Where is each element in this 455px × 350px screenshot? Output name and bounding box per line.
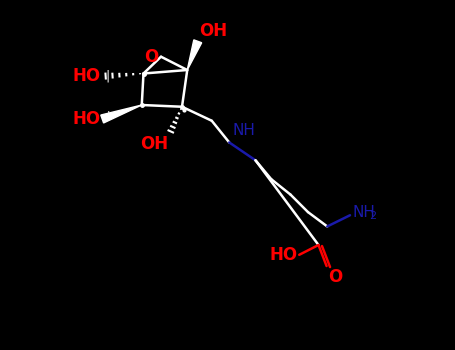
Text: O: O: [144, 48, 158, 66]
Text: 2: 2: [369, 211, 376, 221]
Text: NH: NH: [353, 205, 376, 220]
Text: HO: HO: [269, 246, 298, 265]
Text: O: O: [329, 268, 343, 286]
Polygon shape: [187, 40, 202, 70]
Text: HO: HO: [72, 67, 101, 85]
Polygon shape: [101, 105, 142, 123]
Text: OH: OH: [140, 135, 168, 153]
Text: HO: HO: [72, 110, 101, 128]
Text: NH: NH: [232, 123, 255, 138]
Text: |: |: [105, 70, 110, 83]
Text: ': ': [107, 110, 110, 123]
Text: OH: OH: [199, 22, 228, 40]
